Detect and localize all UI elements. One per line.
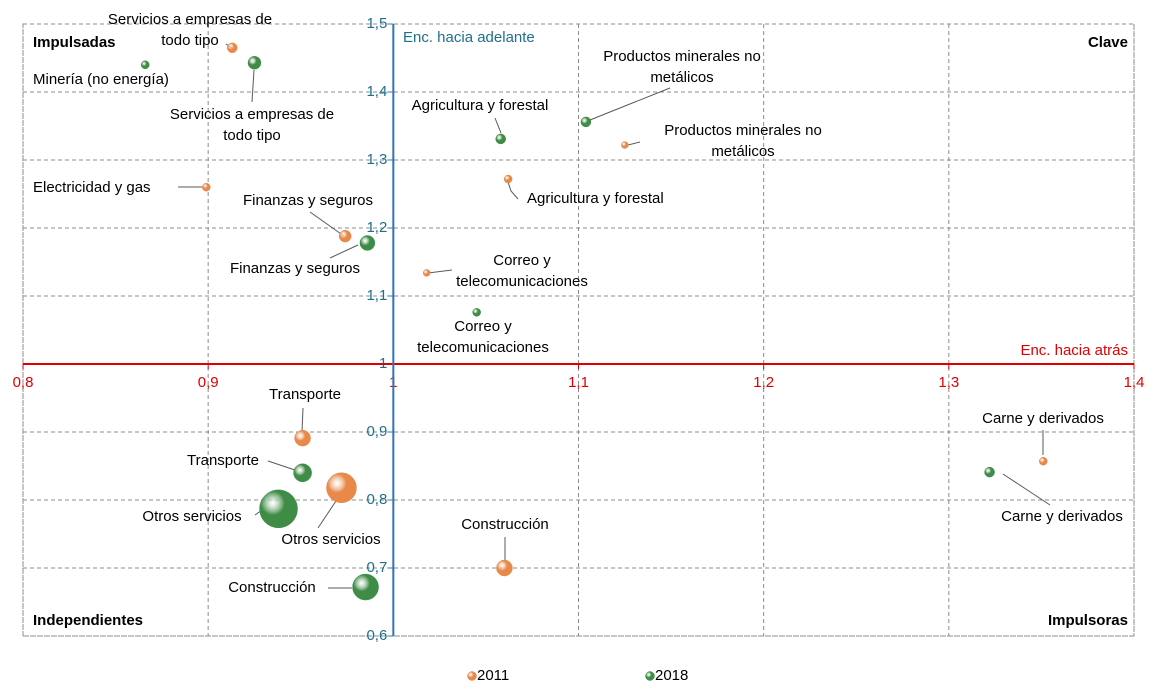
- leader-line: [301, 407, 304, 433]
- x-tick-label: 0,8: [13, 374, 34, 391]
- x-tick-label: 1,4: [1124, 374, 1145, 391]
- bubble: [202, 182, 211, 192]
- point-label: Agricultura y forestal: [527, 190, 664, 207]
- y-tick-label: 0,6: [366, 627, 387, 644]
- point-label: todo tipo: [223, 127, 281, 144]
- bubble: [359, 235, 376, 251]
- y-tick-label: 0,7: [366, 559, 387, 576]
- bubble: [352, 573, 379, 601]
- point-label: Finanzas y seguros: [230, 260, 360, 277]
- point-label: Otros servicios: [281, 531, 380, 548]
- bubble: [503, 174, 513, 184]
- bubble: [247, 56, 262, 70]
- point-label: Carne y derivados: [982, 410, 1104, 427]
- point-label: telecomunicaciones: [417, 339, 549, 356]
- point-label: todo tipo: [161, 32, 219, 49]
- legend-marker: [645, 671, 655, 681]
- leader-line: [627, 141, 641, 146]
- x-tick-label: 1,2: [753, 374, 774, 391]
- leader-line: [251, 69, 255, 103]
- bubble: [621, 141, 629, 149]
- leader-line: [427, 269, 453, 274]
- point-label: Finanzas y seguros: [243, 192, 373, 209]
- point-label: Servicios a empresas de: [170, 106, 334, 123]
- quadrant-label: Impulsoras: [1048, 612, 1128, 629]
- bubble: [495, 133, 506, 145]
- leader-line: [589, 87, 671, 121]
- y-tick-label: 1,3: [366, 151, 387, 168]
- point-label: Electricidad y gas: [33, 179, 151, 196]
- y-tick-label: 1,1: [366, 287, 387, 304]
- bubble: [472, 308, 481, 317]
- leader-line: [329, 244, 359, 259]
- bubble: [140, 60, 150, 70]
- x-axis-title: Enc. hacia atrás: [1020, 342, 1128, 359]
- point-label: Servicios a empresas de: [108, 11, 272, 28]
- point-label: metálicos: [711, 143, 774, 160]
- quadrant-label: Independientes: [33, 612, 143, 629]
- point-label: Construcción: [461, 516, 549, 533]
- bubble: [1039, 456, 1048, 466]
- y-tick-label: 1,5: [366, 15, 387, 32]
- point-label: Correo y: [493, 252, 551, 269]
- point-label: Correo y: [454, 318, 512, 335]
- bubble: [338, 229, 352, 243]
- bubble: [496, 559, 513, 577]
- y-tick-label: 1,2: [366, 219, 387, 236]
- point-label: Otros servicios: [142, 508, 241, 525]
- point-label: Agricultura y forestal: [412, 97, 549, 114]
- leader-line: [494, 117, 502, 134]
- quadrant-label: Clave: [1088, 34, 1128, 51]
- leader-line: [1002, 473, 1051, 506]
- bubble: [259, 489, 298, 529]
- leader-line: [267, 460, 296, 471]
- bubble: [226, 42, 238, 54]
- quadrant-label: Impulsadas: [33, 34, 116, 51]
- point-label: Construcción: [228, 579, 316, 596]
- bubble: [294, 429, 311, 447]
- point-label: Productos minerales no: [664, 122, 822, 139]
- bubble: [326, 472, 357, 504]
- point-label: Minería (no energía): [33, 71, 169, 88]
- x-tick-label: 1,1: [568, 374, 589, 391]
- y-tick-label: 0,9: [366, 423, 387, 440]
- y-tick-label: 0,8: [366, 491, 387, 508]
- x-tick-label: 0,9: [198, 374, 219, 391]
- point-label: Productos minerales no: [603, 48, 761, 65]
- point-label: Carne y derivados: [1001, 508, 1123, 525]
- y-axis-title: Enc. hacia adelante: [403, 29, 535, 46]
- point-label: Transporte: [187, 452, 259, 469]
- point-label: Transporte: [269, 386, 341, 403]
- leader-line: [309, 211, 345, 237]
- bubble: [580, 116, 592, 128]
- point-label: telecomunicaciones: [456, 273, 588, 290]
- bubble: [984, 466, 995, 478]
- x-tick-label: 1,3: [938, 374, 959, 391]
- legend-marker: [467, 671, 477, 681]
- legend-label: 2011: [477, 667, 509, 683]
- bubble: [293, 463, 312, 483]
- point-label: metálicos: [650, 69, 713, 86]
- leader-line: [317, 497, 339, 529]
- bubble: [422, 269, 431, 277]
- legend-label: 2018: [655, 667, 688, 683]
- y-tick-label: 1,4: [366, 83, 387, 100]
